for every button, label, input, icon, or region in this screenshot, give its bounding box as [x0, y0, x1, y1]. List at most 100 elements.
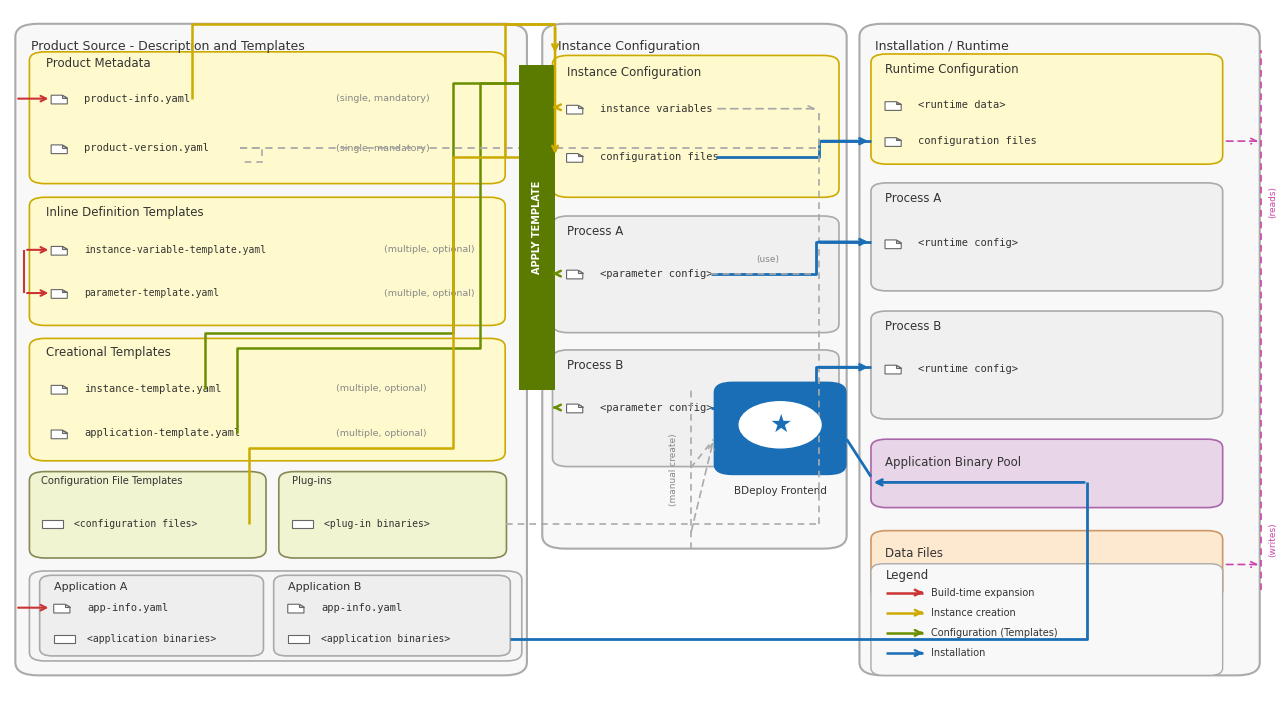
FancyBboxPatch shape [274, 575, 511, 656]
Text: <runtime config>: <runtime config> [918, 238, 1019, 248]
Text: (single, mandatory): (single, mandatory) [337, 94, 430, 103]
Text: <parameter config>: <parameter config> [600, 269, 713, 279]
Polygon shape [884, 240, 901, 248]
Text: (multiple, optional): (multiple, optional) [384, 246, 475, 254]
Text: <application binaries>: <application binaries> [87, 634, 216, 644]
Polygon shape [51, 385, 68, 394]
Text: (reads): (reads) [1268, 186, 1277, 217]
FancyBboxPatch shape [29, 197, 506, 325]
FancyBboxPatch shape [279, 472, 507, 558]
Text: Product Metadata: Product Metadata [46, 57, 151, 70]
Polygon shape [51, 430, 68, 438]
FancyBboxPatch shape [29, 571, 522, 661]
FancyBboxPatch shape [288, 635, 308, 643]
Text: application-template.yaml: application-template.yaml [84, 428, 241, 438]
FancyBboxPatch shape [29, 472, 266, 558]
Text: Process A: Process A [567, 225, 623, 238]
FancyBboxPatch shape [870, 54, 1222, 164]
Polygon shape [51, 289, 68, 298]
Polygon shape [577, 404, 582, 407]
Text: Installation: Installation [931, 648, 986, 658]
Text: BDeploy Frontend: BDeploy Frontend [733, 486, 827, 496]
Polygon shape [567, 270, 582, 279]
FancyBboxPatch shape [870, 311, 1222, 419]
Polygon shape [884, 365, 901, 374]
Text: configuration files: configuration files [600, 152, 718, 162]
Text: (use): (use) [756, 255, 778, 264]
Text: Instance Configuration: Instance Configuration [567, 66, 701, 78]
Text: (multiple, optional): (multiple, optional) [337, 429, 428, 438]
Polygon shape [577, 270, 582, 273]
Polygon shape [63, 145, 68, 148]
Text: Installation / Runtime: Installation / Runtime [874, 40, 1009, 53]
Text: <runtime config>: <runtime config> [918, 364, 1019, 374]
Polygon shape [567, 404, 582, 413]
Text: instance-template.yaml: instance-template.yaml [84, 384, 221, 394]
Text: (single, mandatory): (single, mandatory) [337, 144, 430, 153]
Text: Data Files: Data Files [884, 547, 943, 560]
Text: instance-variable-template.yaml: instance-variable-template.yaml [84, 245, 266, 255]
Polygon shape [51, 145, 68, 153]
Text: <configuration files>: <configuration files> [74, 519, 197, 529]
Text: Creational Templates: Creational Templates [46, 346, 172, 359]
Text: Plug-ins: Plug-ins [292, 476, 332, 486]
FancyBboxPatch shape [292, 521, 312, 528]
Text: parameter-template.yaml: parameter-template.yaml [84, 288, 220, 298]
Text: <runtime data>: <runtime data> [918, 100, 1006, 110]
Polygon shape [577, 105, 582, 108]
FancyBboxPatch shape [870, 564, 1222, 675]
FancyBboxPatch shape [42, 521, 63, 528]
Polygon shape [884, 138, 901, 146]
Text: Product Source - Description and Templates: Product Source - Description and Templat… [31, 40, 305, 53]
Polygon shape [896, 138, 901, 140]
FancyBboxPatch shape [543, 24, 846, 549]
Text: Application Binary Pool: Application Binary Pool [884, 456, 1021, 469]
Text: (multiple, optional): (multiple, optional) [337, 384, 428, 393]
Text: <application binaries>: <application binaries> [321, 634, 451, 644]
Text: configuration files: configuration files [918, 136, 1037, 146]
FancyBboxPatch shape [859, 24, 1260, 675]
Text: Instance Configuration: Instance Configuration [558, 40, 700, 53]
FancyBboxPatch shape [553, 55, 838, 197]
Circle shape [740, 402, 820, 448]
FancyBboxPatch shape [520, 65, 556, 390]
FancyBboxPatch shape [714, 382, 846, 475]
Text: product-version.yaml: product-version.yaml [84, 143, 210, 153]
Text: Application B: Application B [288, 582, 361, 592]
FancyBboxPatch shape [54, 635, 74, 643]
Polygon shape [896, 365, 901, 368]
Polygon shape [65, 604, 70, 607]
Text: APPLY TEMPLATE: APPLY TEMPLATE [532, 181, 543, 274]
Polygon shape [63, 385, 68, 388]
Polygon shape [896, 240, 901, 243]
Polygon shape [567, 105, 582, 114]
Text: Build-time expansion: Build-time expansion [931, 588, 1034, 598]
Text: Instance creation: Instance creation [931, 608, 1016, 618]
Text: instance variables: instance variables [600, 104, 713, 114]
FancyBboxPatch shape [40, 575, 264, 656]
Text: Application A: Application A [54, 582, 127, 592]
FancyBboxPatch shape [553, 216, 838, 333]
Text: app-info.yaml: app-info.yaml [321, 603, 402, 613]
Polygon shape [288, 604, 303, 613]
Polygon shape [54, 604, 70, 613]
Text: Configuration (Templates): Configuration (Templates) [931, 628, 1057, 638]
FancyBboxPatch shape [870, 183, 1222, 291]
Polygon shape [63, 95, 68, 98]
Polygon shape [884, 102, 901, 110]
Text: Configuration File Templates: Configuration File Templates [41, 476, 183, 486]
Polygon shape [896, 102, 901, 104]
FancyBboxPatch shape [15, 24, 527, 675]
FancyBboxPatch shape [29, 52, 506, 184]
Text: (multiple, optional): (multiple, optional) [384, 289, 475, 297]
Text: Legend: Legend [886, 570, 929, 582]
Polygon shape [567, 153, 582, 162]
Text: ★: ★ [769, 413, 791, 437]
Polygon shape [63, 246, 68, 249]
Text: (writes): (writes) [1268, 523, 1277, 557]
Text: Inline Definition Templates: Inline Definition Templates [46, 206, 204, 219]
Polygon shape [51, 95, 68, 104]
Text: <parameter config>: <parameter config> [600, 402, 713, 413]
Text: <plug-in binaries>: <plug-in binaries> [324, 519, 429, 529]
Text: Process A: Process A [884, 192, 941, 205]
